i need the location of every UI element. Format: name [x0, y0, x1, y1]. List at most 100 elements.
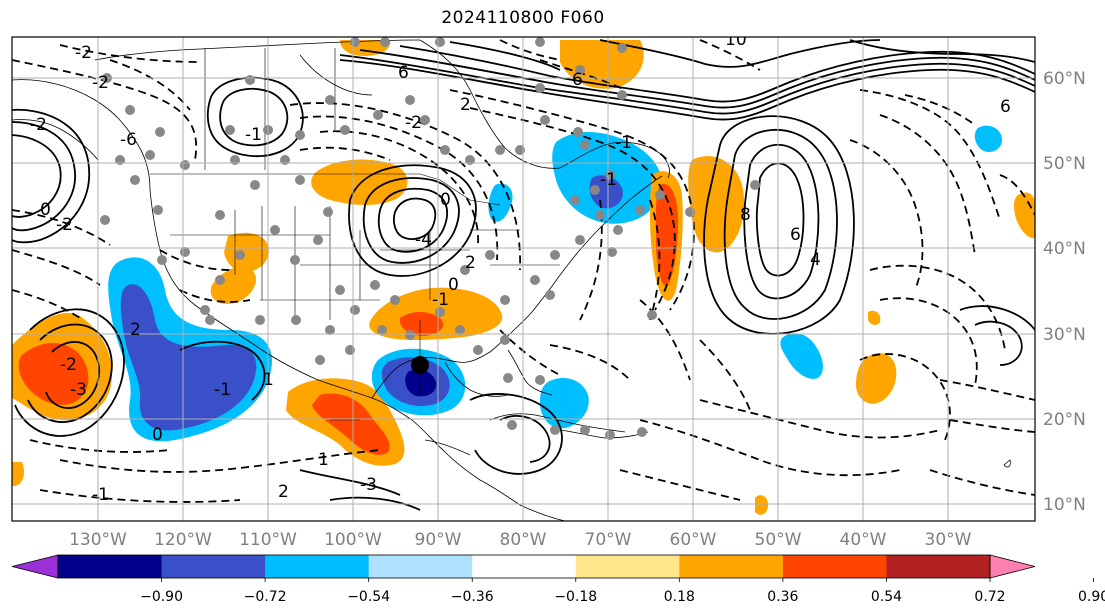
colorbar-segment: [265, 555, 370, 578]
shade-positive-region: [312, 393, 390, 455]
colorbar-tick-labels: −0.90 −0.72 −0.54 −0.36 −0.18 0.18 0.36 0.54 0.7…: [140, 589, 1105, 605]
colorbar-segment: [679, 555, 784, 578]
station-markers: [100, 37, 760, 440]
latitude-label: 60°N: [1043, 69, 1086, 89]
colorbar-segment: [161, 555, 266, 578]
shade-positive-region: [12, 462, 24, 486]
shade-positive-region: [311, 159, 408, 205]
colorbar-tick-label: −0.18: [554, 589, 597, 605]
longitude-label: 50°W: [755, 530, 802, 550]
contour-label: 1: [318, 450, 329, 470]
latitude-label: 30°N: [1043, 325, 1086, 345]
contour-label: 2: [130, 320, 141, 340]
colorbar-segment: [782, 555, 887, 578]
colorbar: [11, 554, 1094, 582]
contour-label: -4: [415, 230, 432, 250]
contour-label: -1: [245, 125, 262, 145]
colorbar-tick-label: −0.90: [140, 589, 183, 605]
shade-negative-region: [540, 378, 589, 429]
longitude-label: 30°W: [925, 530, 972, 550]
latitude-label: 20°N: [1043, 410, 1086, 430]
contour-label: -2: [60, 355, 77, 375]
contour-label: -2: [92, 73, 109, 93]
contour-label: -6: [120, 130, 137, 150]
contour-label: -1: [214, 380, 231, 400]
grid-lines: [12, 37, 1035, 521]
contour-label: 0: [152, 425, 163, 445]
colorbar-segment: [368, 555, 473, 578]
longitude-label: 130°W: [69, 530, 127, 550]
latitude-label: 50°N: [1043, 154, 1086, 174]
storm-center-marker: [411, 356, 429, 374]
contour-label: 2: [278, 482, 289, 502]
shade-negative-region: [589, 175, 623, 209]
contour-label: 6: [572, 70, 583, 90]
colorbar-tick-label: −0.72: [244, 589, 287, 605]
colorbar-tick-label: 0.36: [767, 589, 798, 605]
colorbar-tick-label: 0.72: [974, 589, 1005, 605]
colorbar-tick-label: −0.36: [451, 589, 494, 605]
contour-label: 4: [810, 250, 821, 270]
longitude-label: 110°W: [239, 530, 297, 550]
contour-label: 8: [740, 205, 751, 225]
contour-label: -3: [70, 380, 87, 400]
latitude-label: 40°N: [1043, 239, 1086, 259]
contour-label: -2: [56, 215, 73, 235]
shade-positive-region: [18, 342, 89, 405]
contour-label: 0: [440, 190, 451, 210]
colorbar-extend-low: [11, 554, 59, 579]
map-title: 2024110800 F060: [441, 8, 605, 28]
contour-label: 0: [448, 275, 459, 295]
contour-label: 2: [460, 95, 471, 115]
longitude-labels: 130°W 120°W 110°W 100°W 90°W 80°W 70°W 60°W 50°W…: [69, 530, 972, 550]
contour-label: -3: [360, 475, 377, 495]
contour-label: -1: [600, 170, 617, 190]
latitude-label: 10°N: [1043, 495, 1086, 515]
longitude-label: 60°W: [670, 530, 717, 550]
contour-label: -1: [615, 133, 632, 153]
colorbar-tick-label: 0.54: [871, 589, 902, 605]
contour-label: -2: [30, 115, 47, 135]
map-border: [11, 36, 1036, 522]
shade-positive-region: [868, 310, 881, 325]
shade-positive-region: [856, 353, 897, 404]
colorbar-tick-label: 0.18: [664, 589, 695, 605]
contour-label: 6: [398, 63, 409, 83]
contour-label: 10: [725, 30, 747, 50]
contour-label: -2: [75, 43, 92, 63]
shade-negative-region: [974, 125, 1002, 152]
latitude-labels: 60°N 50°N 40°N 30°N 20°N 10°N: [1043, 69, 1086, 515]
contour-label: 2: [465, 253, 476, 273]
longitude-label: 100°W: [324, 530, 382, 550]
longitude-label: 80°W: [500, 530, 547, 550]
shade-negative-region: [405, 369, 437, 397]
colorbar-segment: [886, 555, 991, 578]
contour-label: -1: [432, 290, 449, 310]
colorbar-segment: [58, 555, 163, 578]
shade-positive-region: [755, 495, 768, 515]
shade-negative-region: [120, 284, 257, 431]
colorbar-frame: [57, 554, 991, 579]
colorbar-segment: [575, 555, 680, 578]
colorbar-tick-label: 0.90: [1078, 589, 1105, 605]
contour-label: 6: [790, 225, 801, 245]
contour-label: 6: [1000, 97, 1011, 117]
contour-label: 1: [263, 370, 274, 390]
shade-positive-region: [399, 312, 444, 336]
colorbar-extend-high: [989, 554, 1036, 579]
contour-label: -1: [92, 485, 109, 505]
colorbar-tick-label: −0.54: [347, 589, 390, 605]
contour-label: -2: [405, 113, 422, 133]
contour-label: 0: [40, 200, 51, 220]
contours-negative: [12, 39, 1035, 503]
shaded-field: [12, 40, 1035, 515]
longitude-label: 70°W: [585, 530, 632, 550]
colorbar-segment: [472, 555, 577, 578]
shade-negative-region: [780, 333, 824, 379]
longitude-label: 120°W: [154, 530, 212, 550]
longitude-label: 90°W: [415, 530, 462, 550]
longitude-label: 40°W: [840, 530, 887, 550]
